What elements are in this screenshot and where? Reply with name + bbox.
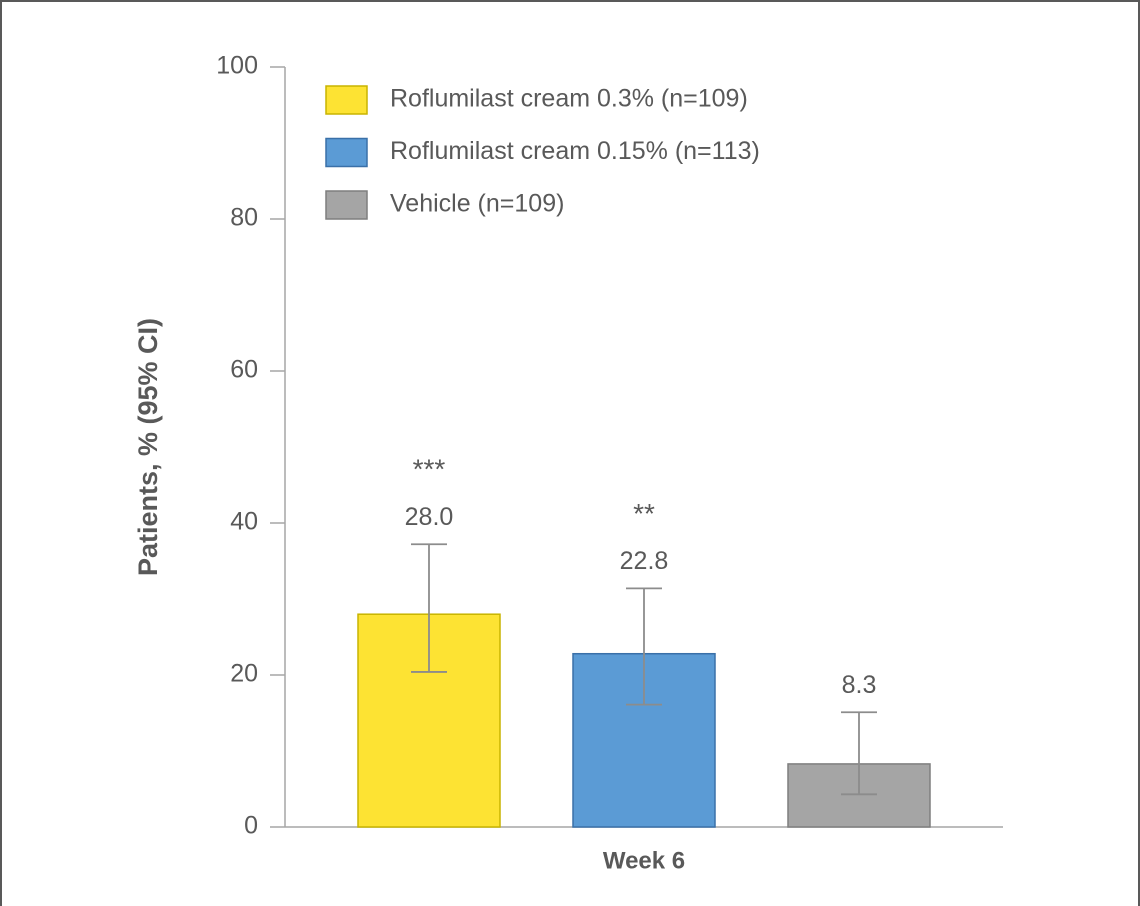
legend-label: Roflumilast cream 0.15% (n=113) [390, 137, 760, 165]
y-tick-label: 20 [230, 660, 258, 688]
y-axis-label: Patients, % (95% CI) [133, 318, 163, 576]
legend-label: Roflumilast cream 0.3% (n=109) [390, 85, 748, 113]
y-tick-label: 40 [230, 508, 258, 536]
error-bar [841, 711, 877, 796]
significance: ** [633, 498, 655, 529]
error-bar [411, 543, 447, 673]
y-tick-label: 60 [230, 356, 258, 384]
y-tick-label: 100 [216, 52, 258, 80]
x-tick-label: Week 6 [603, 847, 685, 874]
value-label: 28.0 [405, 503, 454, 531]
legend-label: Vehicle (n=109) [390, 190, 564, 218]
legend-swatch [325, 85, 368, 115]
y-tick-label: 80 [230, 204, 258, 232]
value-label: 22.8 [620, 547, 669, 575]
legend-swatch [325, 137, 368, 168]
value-label: 8.3 [842, 671, 877, 699]
y-tick-label: 0 [244, 812, 258, 840]
legend-swatch [325, 190, 368, 220]
error-bar [626, 587, 662, 706]
significance: *** [413, 454, 446, 485]
